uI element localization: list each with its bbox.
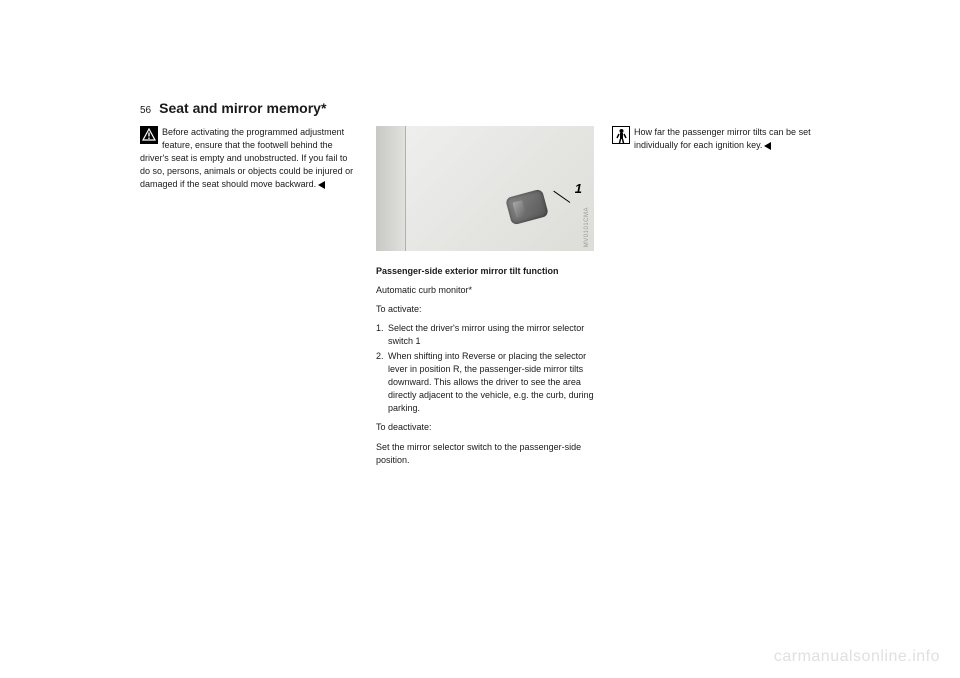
column-2: 1 MV0101CMA Passenger-side exterior mirr… [376,126,594,473]
paragraph: Automatic curb monitor* [376,284,594,297]
list-number: 1. [376,322,388,348]
warning-block: Before activating the programmed adjustm… [140,126,358,191]
content-columns: Before activating the programmed adjustm… [140,126,830,473]
page-header: 56 Seat and mirror memory* [140,100,830,116]
list-text: When shifting into Reverse or placing th… [388,350,594,415]
illustration-code: MV0101CMA [583,207,592,247]
paragraph: To deactivate: [376,421,594,434]
list-item: 2. When shifting into Reverse or placing… [376,350,594,415]
warning-icon [140,126,158,144]
numbered-list: 1. Select the driver's mirror using the … [376,322,594,415]
paragraph: Set the mirror selector switch to the pa… [376,441,594,467]
mirror-switch-graphic [505,189,549,226]
column-1: Before activating the programmed adjustm… [140,126,358,473]
key-memory-block: How far the passenger mirror tilts can b… [612,126,830,152]
watermark: carmanualsonline.info [774,648,940,666]
key-memory-text: How far the passenger mirror tilts can b… [634,127,811,150]
end-marker-icon [764,142,771,150]
list-item: 1. Select the driver's mirror using the … [376,322,594,348]
end-marker-icon [318,181,325,189]
manual-page: 56 Seat and mirror memory* Before activa… [140,100,830,628]
page-number: 56 [140,105,151,116]
illustration-label-1: 1 [575,180,582,199]
paragraph: To activate: [376,303,594,316]
list-number: 2. [376,350,388,415]
list-text: Select the driver's mirror using the mir… [388,322,594,348]
mirror-switch-illustration: 1 MV0101CMA [376,126,594,251]
page-title: Seat and mirror memory* [159,100,326,116]
person-key-icon [612,126,630,144]
column-3: How far the passenger mirror tilts can b… [612,126,830,473]
subheading: Passenger-side exterior mirror tilt func… [376,265,594,278]
